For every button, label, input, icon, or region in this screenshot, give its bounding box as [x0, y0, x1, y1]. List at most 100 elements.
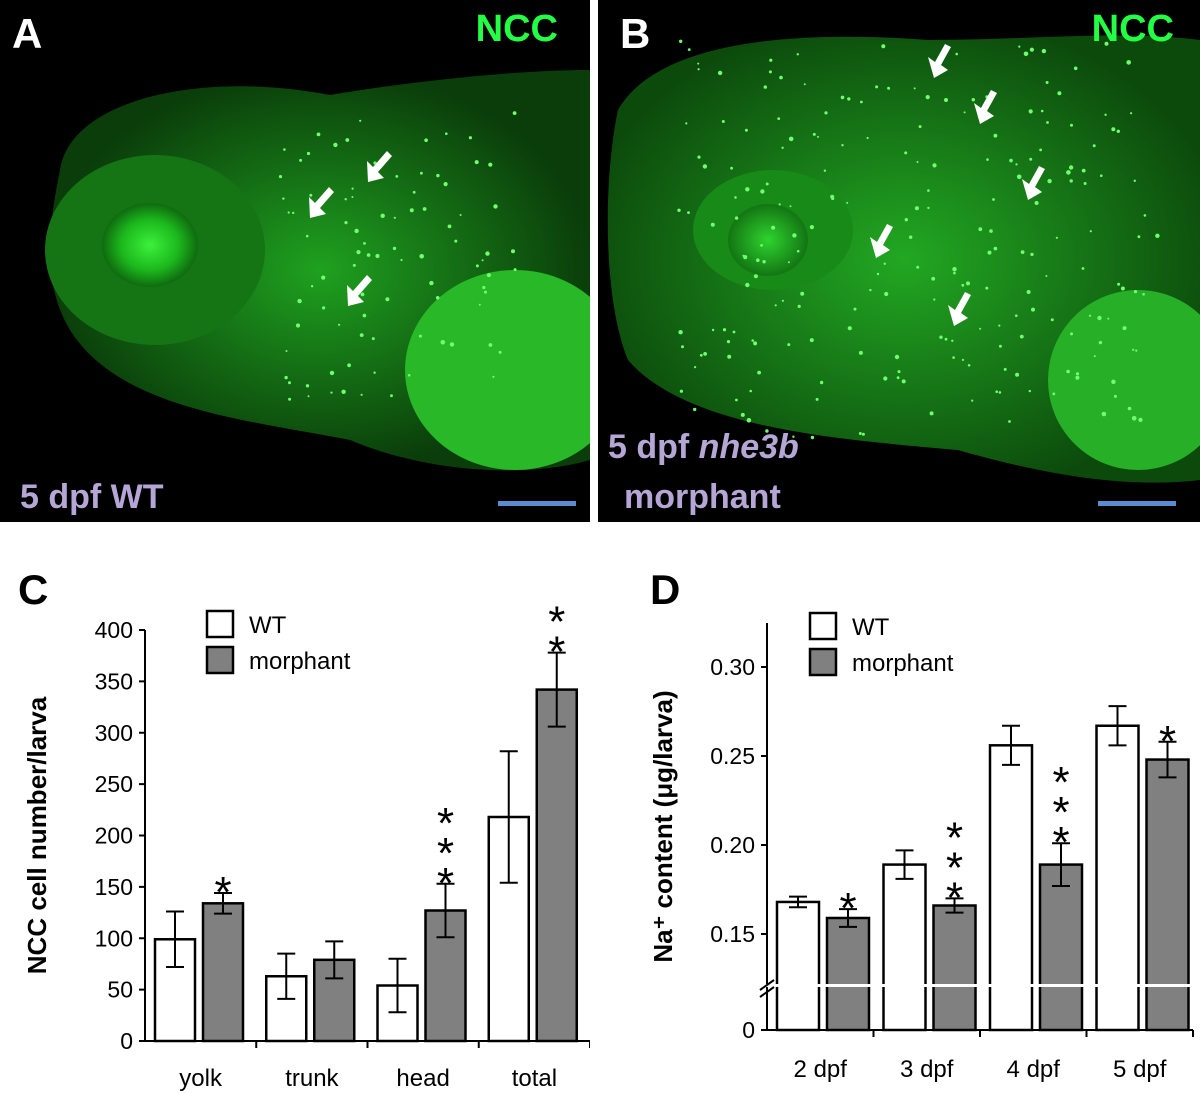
ncc-cell-dot	[846, 201, 849, 204]
ncc-cell-dot	[1015, 372, 1020, 377]
ncc-cell-dot	[744, 128, 748, 132]
ncc-cell-dot	[884, 291, 889, 297]
axis-break-mark	[759, 979, 775, 991]
ncc-cell-dot	[1023, 51, 1029, 57]
ncc-cell-dot	[1028, 109, 1033, 114]
ncc-cell-dot	[916, 265, 920, 269]
ncc-cell-dot	[678, 330, 683, 335]
ncc-cell-dot	[486, 273, 491, 278]
ncc-cell-dot	[989, 229, 993, 233]
y-axis-label: Na⁺ content (μg/larva)	[648, 690, 678, 962]
ncc-cell-dot	[734, 196, 737, 199]
significance-marker: *	[437, 829, 454, 878]
ncc-cell-dot	[840, 95, 845, 100]
ncc-cell-dot	[998, 324, 1001, 327]
ncc-cell-dot	[1142, 293, 1145, 296]
ncc-cell-dot	[703, 352, 707, 356]
ncc-cell-dot	[488, 162, 493, 167]
ncc-cell-dot	[740, 412, 745, 417]
ncc-cell-dot	[1020, 250, 1025, 255]
ncc-cell-dot	[944, 98, 948, 102]
ncc-cell-dot	[1092, 144, 1096, 148]
ncc-cell-dot	[1016, 174, 1022, 180]
ncc-cell-dot	[745, 282, 750, 288]
ncc-cell-dot	[454, 239, 458, 243]
significance-marker: *	[548, 598, 565, 647]
ncc-cell-dot	[1075, 375, 1080, 380]
ncc-cell-dot	[344, 221, 348, 225]
ncc-cell-dot	[762, 260, 766, 264]
ncc-cell-dot	[1138, 417, 1143, 422]
ncc-cell-dot	[894, 354, 900, 360]
ncc-cell-dot	[824, 111, 828, 115]
ncc-cell-dot	[338, 323, 341, 326]
ncc-cell-dot	[760, 189, 765, 194]
ncc-cell-dot	[482, 285, 486, 290]
ncc-cell-dot	[788, 136, 794, 142]
ncc-cell-dot	[995, 390, 998, 394]
ncc-cell-dot	[282, 197, 285, 200]
ncc-cell-dot	[307, 395, 310, 398]
ncc-cell-dot	[819, 380, 824, 385]
y-tick-label: 0.30	[710, 654, 755, 680]
ncc-cell-count-chart: 0 50 100 150 200 250 300 350 400 NCC cell number/…	[22, 598, 590, 1092]
condition-label-b-line1: 5 dpf nhe3b	[608, 428, 799, 466]
ncc-cell-dot	[360, 292, 365, 297]
ncc-cell-dot	[756, 258, 760, 263]
ncc-cell-dot	[743, 255, 748, 260]
x-tick-label: 3 dpf	[900, 1056, 954, 1083]
ncc-cell-dot	[904, 218, 908, 222]
ncc-cell-dot	[435, 296, 440, 300]
ncc-cell-dot	[1101, 411, 1107, 417]
ncc-cell-dot	[952, 356, 955, 359]
ncc-cell-dot	[513, 268, 517, 272]
ncc-cell-dot	[815, 397, 819, 401]
ncc-cell-dot	[727, 354, 732, 359]
ncc-cell-dot	[847, 97, 851, 101]
ncc-cell-dot	[306, 151, 311, 156]
ncc-cell-dot	[1100, 174, 1103, 177]
ncc-cell-dot	[1031, 307, 1035, 312]
bar-morphant	[424, 909, 467, 1043]
ncc-cell-dot	[812, 132, 816, 136]
ncc-cell-dot	[726, 340, 731, 344]
ncc-cell-dot	[380, 213, 385, 218]
ncc-cell-dot	[1028, 389, 1031, 393]
ncc-cell-dot	[858, 350, 863, 355]
ncc-cell-dot	[781, 299, 784, 302]
ncc-cell-dot	[1029, 157, 1033, 161]
ncc-cell-dot	[351, 187, 354, 190]
ncc-cell-dot	[475, 264, 479, 268]
ncc-cell-dot	[967, 364, 971, 367]
ncc-cell-dot	[732, 330, 736, 334]
bar-morphant	[1145, 758, 1190, 1032]
legend-swatch-morphant	[205, 645, 235, 675]
ncc-cell-dot	[459, 214, 462, 216]
x-tick-label: trunk	[285, 1065, 339, 1092]
ncc-cell-dot	[1093, 355, 1096, 358]
y-tick-label: 0.15	[710, 921, 755, 947]
ncc-cell-dot	[971, 98, 975, 102]
ncc-cell-dot	[1066, 170, 1071, 175]
ncc-cell-dot	[292, 211, 295, 215]
y-tick-label: 0.20	[710, 832, 755, 858]
ncc-cell-dot	[422, 207, 427, 211]
ncc-cell-dot	[1026, 290, 1031, 294]
scale-bar-a	[498, 501, 576, 506]
significance-marker: *	[548, 628, 565, 677]
ncc-cell-dot	[395, 175, 399, 178]
ncc-cell-dot	[392, 246, 397, 251]
ncc-cell-dot	[305, 384, 310, 388]
ncc-cell-dot	[359, 119, 362, 122]
ncc-cell-dot	[679, 389, 683, 393]
legend-label-morphant: morphant	[249, 648, 351, 675]
ncc-cell-dot	[1081, 168, 1086, 173]
bar-morphant	[1038, 863, 1084, 1032]
ncc-cell-dot	[1015, 163, 1018, 166]
ncc-cell-dot	[830, 194, 835, 199]
bar-morphant	[535, 688, 578, 1043]
ncc-cell-dot	[322, 306, 326, 310]
ncc-cell-dot	[810, 435, 815, 440]
y-tick-label: 400	[95, 617, 133, 643]
significance-marker: *	[437, 859, 454, 908]
